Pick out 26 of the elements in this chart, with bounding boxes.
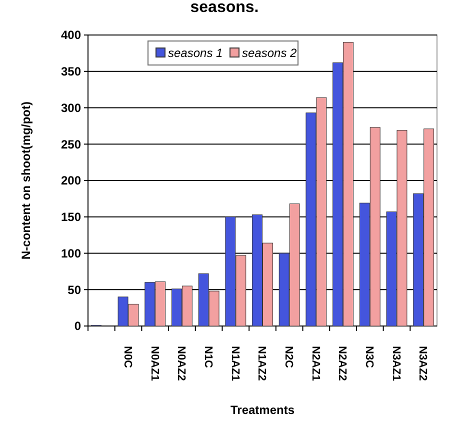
y-tick-label: 250 xyxy=(60,137,82,152)
y-axis-title: N-content on shoot(mg/pot) xyxy=(19,102,33,260)
x-tick-label: N0C xyxy=(121,346,134,368)
y-tick-label: 150 xyxy=(60,210,82,224)
y-tick-label: 0 xyxy=(74,319,82,334)
legend-label: seasons 2 xyxy=(242,46,298,60)
y-tick-label: 50 xyxy=(68,282,82,297)
x-tick-label: N3AZ2 xyxy=(416,346,429,381)
x-tick-label: N0AZ2 xyxy=(175,346,188,381)
y-tick-label: 400 xyxy=(60,28,82,42)
chart-title: seasons. xyxy=(190,0,259,16)
y-tick-label: 300 xyxy=(60,100,82,115)
y-tick-label: 350 xyxy=(60,64,82,79)
x-tick-label: N0AZ1 xyxy=(148,346,160,381)
x-tick-label: N1AZ2 xyxy=(256,346,268,381)
x-tick-label: N2AZ1 xyxy=(309,346,322,381)
x-tick-label: N3C xyxy=(363,346,376,368)
y-tick-label: 100 xyxy=(60,246,82,260)
x-tick-label: N1AZ1 xyxy=(228,346,241,381)
x-axis-title: Treatments xyxy=(230,403,295,417)
legend-label: seasons 1 xyxy=(168,46,223,60)
x-tick-label: N2AZ2 xyxy=(336,346,348,381)
x-tick-label: N1C xyxy=(202,346,214,368)
y-tick-label: 200 xyxy=(60,174,82,188)
x-tick-label: N3AZ1 xyxy=(390,346,402,381)
x-tick-label: N2C xyxy=(282,346,294,368)
